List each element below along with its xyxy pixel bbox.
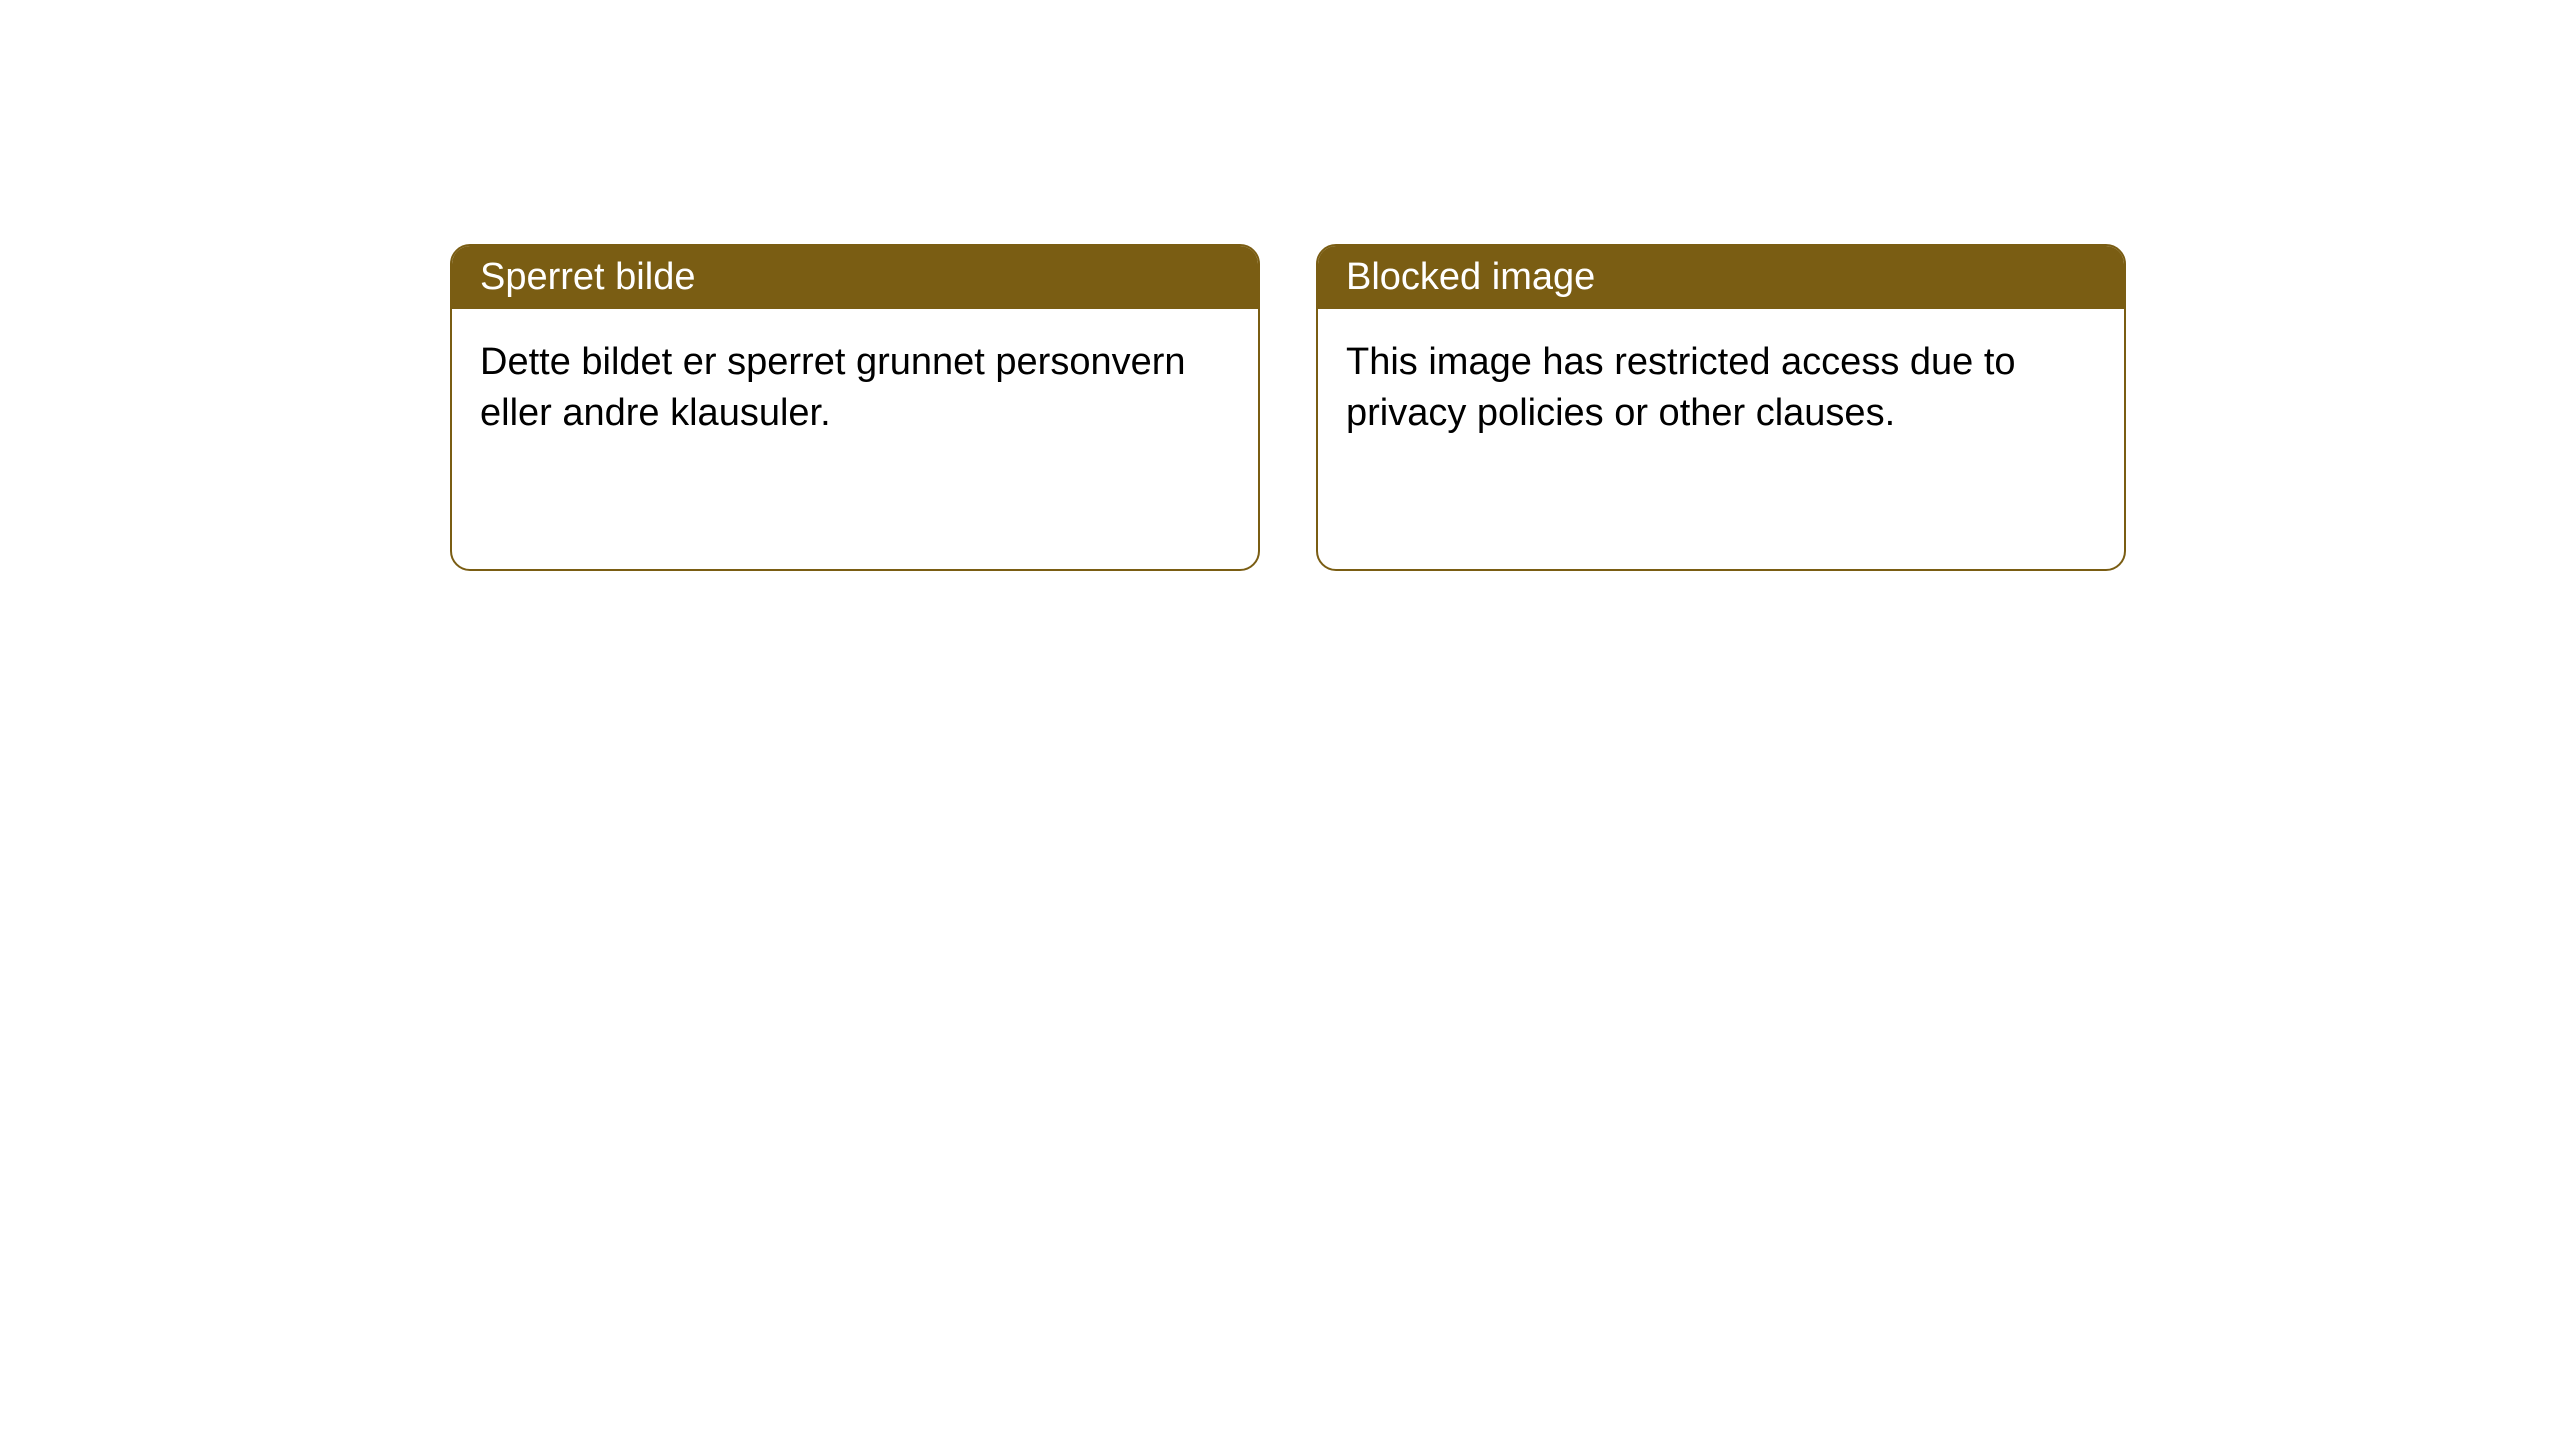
notice-card-english: Blocked image This image has restricted … [1316,244,2126,571]
card-body: Dette bildet er sperret grunnet personve… [452,309,1258,569]
notice-card-norwegian: Sperret bilde Dette bildet er sperret gr… [450,244,1260,571]
card-header: Blocked image [1318,246,2124,309]
card-header: Sperret bilde [452,246,1258,309]
card-title: Blocked image [1346,256,1595,298]
card-body-text: Dette bildet er sperret grunnet personve… [480,341,1186,434]
card-title: Sperret bilde [480,256,695,298]
card-body: This image has restricted access due to … [1318,309,2124,569]
notice-cards-container: Sperret bilde Dette bildet er sperret gr… [450,244,2126,571]
card-body-text: This image has restricted access due to … [1346,341,2016,434]
